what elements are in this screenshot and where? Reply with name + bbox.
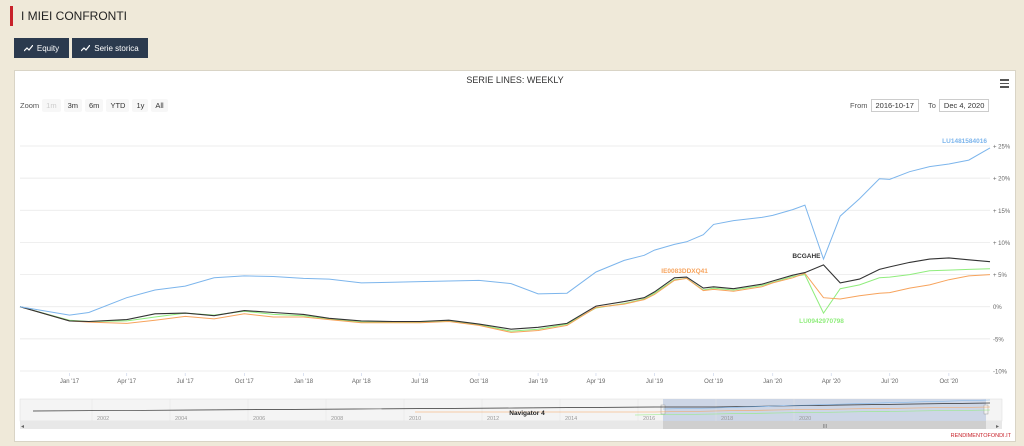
x-tick-label: Jul '18 — [411, 379, 429, 385]
series-label-ie0083ddxq41: IE0083DDXQ41 — [661, 268, 708, 275]
x-tick-label: Jan '17 — [60, 379, 80, 385]
line-chart-icon — [23, 44, 33, 51]
x-tick-label: Jan '20 — [763, 379, 783, 385]
hamburger-menu-icon[interactable] — [1000, 79, 1009, 90]
series-label-lu1481584016: LU1481584016 — [942, 138, 987, 145]
to-date-input[interactable]: Dec 4, 2020 — [938, 99, 990, 112]
x-tick-label: Oct '20 — [939, 379, 958, 385]
y-tick-label: -5% — [993, 337, 1004, 343]
y-tick-label: + 5% — [993, 273, 1008, 279]
navigator-series-line — [634, 409, 991, 416]
zoom-selector: Zoom 1m 3m 6m YTD 1y All — [20, 99, 168, 112]
zoom-label: Zoom — [20, 101, 40, 110]
tab-serie-storica-label: Serie storica — [94, 43, 139, 53]
y-tick-label: + 15% — [993, 209, 1011, 215]
navigator-selection[interactable] — [663, 399, 986, 421]
tab-equity-label: Equity — [36, 43, 60, 53]
to-label: To — [928, 101, 936, 110]
series-line-lu0942970798[interactable] — [19, 268, 991, 332]
series-line-ie0083ddxq41[interactable] — [19, 272, 991, 333]
navigator-year-label: 2020 — [799, 416, 811, 422]
x-tick-label: Apr '19 — [587, 379, 606, 385]
navigator-year-label: 2012 — [487, 416, 499, 422]
x-tick-label: Oct '19 — [704, 379, 723, 385]
navigator-year-label: 2004 — [175, 416, 187, 422]
navigator-year-label: 2002 — [97, 416, 109, 422]
navigator-left-handle[interactable] — [660, 404, 666, 415]
navigator-right-handle[interactable] — [983, 404, 989, 415]
line-chart: + 25% + 20% + 15% + 10% + 5% 0% -5% -10% Jan '1… — [19, 138, 1011, 430]
y-tick-label: + 20% — [993, 177, 1011, 183]
tab-serie-storica[interactable]: Serie storica — [72, 38, 148, 58]
scrollbar-grip-icon: III — [823, 424, 827, 430]
credit-text: RENDIMENTOFONDI.IT — [950, 433, 1011, 439]
line-chart-icon — [81, 44, 91, 51]
x-tick-label: Jul '19 — [646, 379, 664, 385]
y-tick-label: 0% — [993, 305, 1002, 311]
x-tick-label: Oct '17 — [235, 379, 254, 385]
series-label-lu0942970798: LU0942970798 — [799, 318, 844, 325]
navigator-year-label: 2018 — [721, 416, 733, 422]
navigator-year-label: 2006 — [253, 416, 265, 422]
navigator-series-line — [415, 406, 991, 413]
date-range-to: To Dec 4, 2020 — [928, 99, 990, 112]
zoom-3m-button[interactable]: 3m — [63, 99, 83, 112]
x-tick-label: Jul '17 — [177, 379, 195, 385]
navigator-year-label: 2016 — [643, 416, 655, 422]
zoom-1m-button[interactable]: 1m — [42, 99, 61, 112]
y-tick-label: + 10% — [993, 241, 1011, 247]
x-tick-label: Jan '19 — [529, 379, 549, 385]
navigator-series-line — [662, 399, 991, 410]
x-tick-label: Apr '17 — [117, 379, 136, 385]
zoom-all-button[interactable]: All — [151, 99, 168, 112]
x-tick-label: Apr '20 — [822, 379, 841, 385]
from-label: From — [850, 101, 868, 110]
navigator-year-label: 2008 — [331, 416, 343, 422]
y-tick-label: -10% — [993, 370, 1008, 376]
navigator-year-label: 2014 — [565, 416, 577, 422]
zoom-6m-button[interactable]: 6m — [85, 99, 104, 112]
from-date-input[interactable]: 2016-10-17 — [870, 99, 919, 112]
section-title: I MIEI CONFRONTI — [10, 6, 127, 26]
x-tick-label: Jul '20 — [881, 379, 899, 385]
date-range-from: From 2016-10-17 — [850, 99, 919, 112]
scroll-right-arrow-icon[interactable]: ▸ — [996, 424, 999, 430]
y-tick-label: + 25% — [993, 145, 1011, 151]
chart-title: SERIE LINES: WEEKLY — [466, 75, 564, 85]
navigator-series-line — [32, 402, 991, 412]
navigator-year-label: 2010 — [409, 416, 421, 422]
x-tick-label: Jan '18 — [294, 379, 314, 385]
chart-panel: SERIE LINES: WEEKLY Zoom 1m 3m 6m YTD 1y… — [14, 70, 1016, 442]
series-line-lu1481584016[interactable] — [19, 147, 991, 316]
navigator-scrollbar[interactable] — [20, 421, 1002, 429]
series-label-bcgahe: BCGAHE — [792, 253, 821, 260]
x-tick-label: Oct '18 — [470, 379, 489, 385]
zoom-ytd-button[interactable]: YTD — [106, 99, 130, 112]
navigator-label: Navigator 4 — [509, 410, 545, 417]
series-line-bcgahe[interactable] — [19, 257, 991, 330]
x-tick-label: Apr '18 — [352, 379, 371, 385]
scroll-left-arrow-icon[interactable]: ◂ — [21, 424, 24, 430]
navigator-scrollbar-thumb[interactable] — [663, 421, 986, 429]
tab-equity[interactable]: Equity — [14, 38, 69, 58]
zoom-1y-button[interactable]: 1y — [132, 99, 149, 112]
